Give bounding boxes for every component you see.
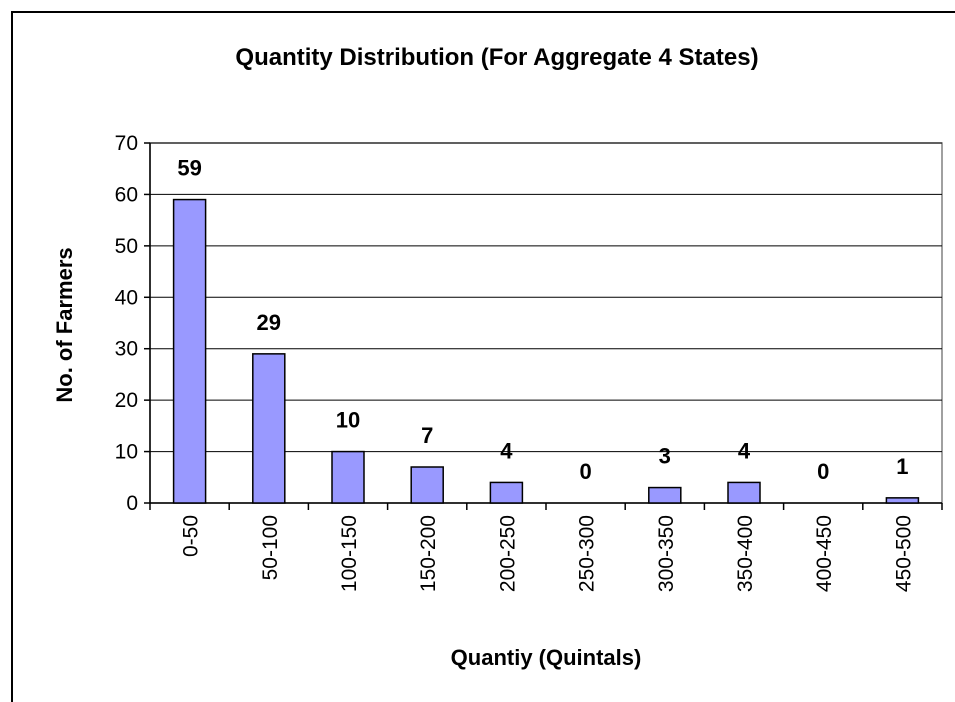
x-axis-label: Quantiy (Quintals) xyxy=(451,645,642,670)
x-tick-label: 50-100 xyxy=(259,515,282,580)
x-tick-label: 200-250 xyxy=(496,515,519,592)
data-label: 29 xyxy=(257,310,281,335)
data-label: 4 xyxy=(500,438,513,463)
data-label: 7 xyxy=(421,423,433,448)
bar xyxy=(331,450,365,504)
bar xyxy=(489,481,524,504)
x-tick-label: 250-300 xyxy=(576,515,599,592)
data-label: 10 xyxy=(336,408,360,433)
data-label: 0 xyxy=(817,459,829,484)
x-tick-label: 100-150 xyxy=(338,515,361,592)
bar xyxy=(727,481,761,504)
x-tick-label: 0-50 xyxy=(180,515,203,557)
y-tick-label: 30 xyxy=(115,338,138,361)
bar xyxy=(885,497,920,504)
y-tick-label: 20 xyxy=(115,389,138,412)
data-label: 1 xyxy=(896,454,908,479)
y-tick-label: 60 xyxy=(115,183,138,206)
data-label: 4 xyxy=(738,438,751,463)
y-tick-label: 40 xyxy=(115,286,138,309)
data-label: 0 xyxy=(579,459,591,484)
data-label: 3 xyxy=(659,444,671,469)
x-tick-label: 350-400 xyxy=(734,515,757,592)
x-tick-label: 150-200 xyxy=(417,515,440,592)
chart-title: Quantity Distribution (For Aggregate 4 S… xyxy=(235,44,758,71)
y-tick-label: 0 xyxy=(126,492,138,515)
y-axis-label: No. of Farmers xyxy=(52,247,77,402)
bar xyxy=(648,486,682,504)
bar xyxy=(172,198,207,504)
x-tick-label: 450-500 xyxy=(892,515,915,592)
x-tick-label: 300-350 xyxy=(655,515,678,592)
bar xyxy=(410,466,444,504)
data-label: 59 xyxy=(177,156,201,181)
bar xyxy=(252,353,286,504)
y-tick-label: 50 xyxy=(115,235,138,258)
y-tick-label: 10 xyxy=(115,441,138,464)
y-tick-label: 70 xyxy=(115,132,138,155)
x-tick-label: 400-450 xyxy=(813,515,836,592)
